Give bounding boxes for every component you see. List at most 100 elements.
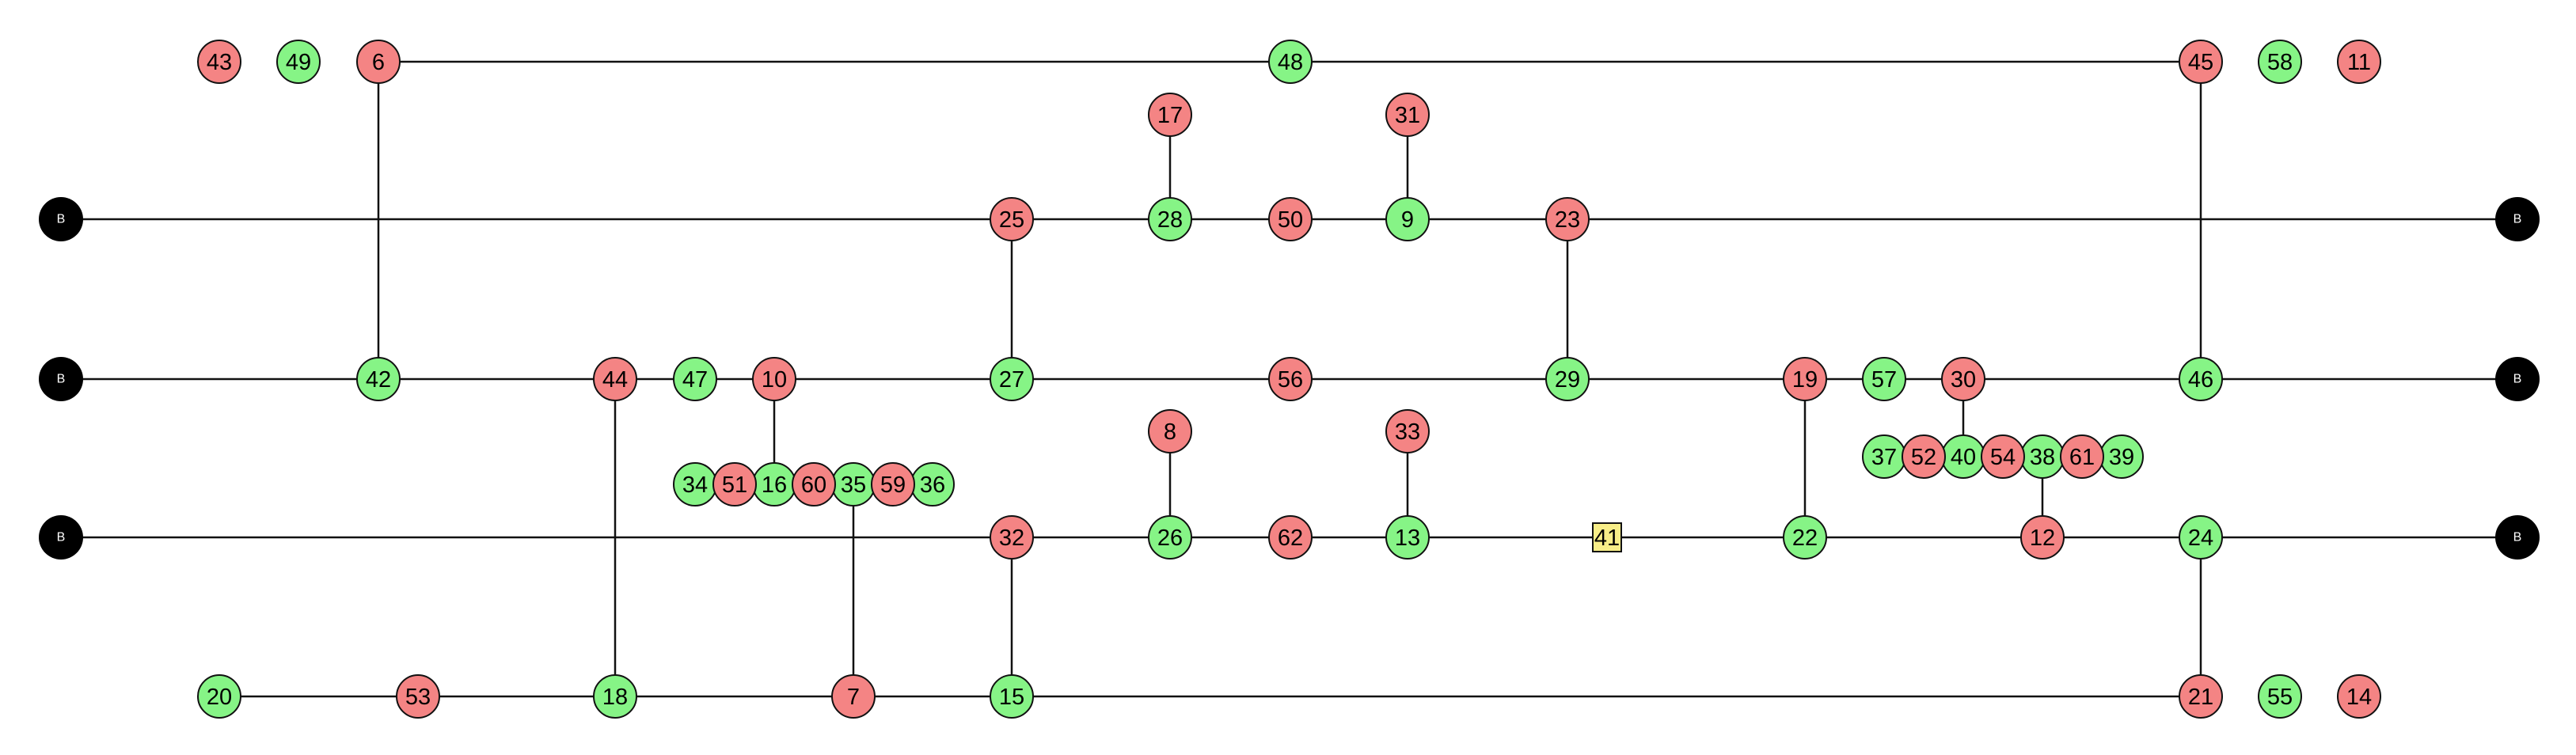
node-label: 49 <box>286 50 311 75</box>
node-label: 51 <box>722 472 747 498</box>
node-26: 26 <box>1148 515 1192 560</box>
node-circle <box>1268 197 1313 241</box>
node-label: 42 <box>366 367 391 393</box>
boundary-node-circle <box>2495 197 2540 241</box>
node-circle <box>673 357 717 401</box>
node-label: 36 <box>920 472 945 498</box>
node-label: 39 <box>2109 445 2134 470</box>
node-label: 13 <box>1395 525 1420 551</box>
node-circle <box>831 674 876 719</box>
node-7: 7 <box>831 674 876 719</box>
node-61: 61 <box>2060 434 2104 479</box>
node-16: 16 <box>752 462 796 506</box>
node-46: 46 <box>2179 357 2223 401</box>
node-label: 45 <box>2188 50 2213 75</box>
node-circle <box>1783 357 1827 401</box>
node-circle <box>2179 357 2223 401</box>
node-circle <box>356 357 401 401</box>
node-circle <box>1385 197 1430 241</box>
node-label: 41 <box>1594 525 1620 551</box>
node-circle <box>2337 674 2381 719</box>
node-40: 40 <box>1941 434 1985 479</box>
node-circle <box>1941 357 1985 401</box>
node-label: 30 <box>1951 367 1976 393</box>
node-label: 19 <box>1792 367 1818 393</box>
node-label: 35 <box>841 472 866 498</box>
node-label: 56 <box>1278 367 1303 393</box>
node-label: 34 <box>682 472 708 498</box>
node-label: 57 <box>1871 367 1897 393</box>
node-13: 13 <box>1385 515 1430 560</box>
node-circle <box>1902 434 1946 479</box>
node-label: 11 <box>2347 50 2371 75</box>
node-label: 20 <box>207 685 232 710</box>
node-43: 43 <box>197 40 241 84</box>
node-9: 9 <box>1385 197 1430 241</box>
node-label: 14 <box>2346 685 2372 710</box>
node-34: 34 <box>673 462 717 506</box>
nodes-layer: B B B B B B 6 7 8 9 10 11 12 13 14 15 16 17 18 19 20 21 22 23 24… <box>39 40 2540 719</box>
node-circle <box>1545 357 1590 401</box>
node-17: 17 <box>1148 93 1192 137</box>
node-circle <box>990 515 1034 560</box>
node-29: 29 <box>1545 357 1590 401</box>
node-21: 21 <box>2179 674 2223 719</box>
node-label: 44 <box>602 367 628 393</box>
boundary-node-circle <box>2495 515 2540 560</box>
node-41: 41 <box>1592 522 1622 552</box>
node-circle <box>1385 93 1430 137</box>
node-circle <box>990 674 1034 719</box>
node-label: 32 <box>999 525 1024 551</box>
node-23: 23 <box>1545 197 1590 241</box>
node-circle <box>1268 40 1313 84</box>
boundary-node-label: B <box>57 531 66 544</box>
node-label: 18 <box>602 685 628 710</box>
node-44: 44 <box>593 357 637 401</box>
node-label: 59 <box>880 472 906 498</box>
boundary-node-left-3: B <box>39 515 83 560</box>
node-45: 45 <box>2179 40 2223 84</box>
node-square <box>1592 522 1622 552</box>
node-label: 26 <box>1157 525 1183 551</box>
node-30: 30 <box>1941 357 1985 401</box>
node-label: 48 <box>1278 50 1303 75</box>
node-56: 56 <box>1268 357 1313 401</box>
boundary-node-label: B <box>2513 373 2522 386</box>
node-54: 54 <box>1981 434 2025 479</box>
node-35: 35 <box>831 462 876 506</box>
node-label: 28 <box>1157 207 1183 233</box>
node-circle <box>1148 93 1192 137</box>
node-label: 22 <box>1792 525 1818 551</box>
boundary-node-right-1: B <box>2495 197 2540 241</box>
node-circle <box>593 674 637 719</box>
node-label: 16 <box>762 472 787 498</box>
node-15: 15 <box>990 674 1034 719</box>
node-48: 48 <box>1268 40 1313 84</box>
node-52: 52 <box>1902 434 1946 479</box>
node-circle <box>2060 434 2104 479</box>
node-36: 36 <box>910 462 955 506</box>
node-circle <box>197 40 241 84</box>
node-11: 11 <box>2337 40 2381 84</box>
edges-layer <box>61 60 2517 698</box>
node-label: 15 <box>999 685 1024 710</box>
node-label: 31 <box>1395 103 1420 128</box>
node-circle <box>2258 674 2302 719</box>
node-circle <box>396 674 440 719</box>
boundary-node-circle <box>39 357 83 401</box>
node-38: 38 <box>2020 434 2065 479</box>
node-label: 62 <box>1278 525 1303 551</box>
node-31: 31 <box>1385 93 1430 137</box>
node-label: 43 <box>207 50 232 75</box>
node-8: 8 <box>1148 409 1192 453</box>
node-label: 25 <box>999 207 1024 233</box>
node-circle <box>712 462 757 506</box>
node-label: 50 <box>1278 207 1303 233</box>
node-label: 17 <box>1157 103 1183 128</box>
node-circle <box>1385 515 1430 560</box>
node-57: 57 <box>1862 357 1906 401</box>
node-12: 12 <box>2020 515 2065 560</box>
node-25: 25 <box>990 197 1034 241</box>
node-circle <box>2258 40 2302 84</box>
node-51: 51 <box>712 462 757 506</box>
